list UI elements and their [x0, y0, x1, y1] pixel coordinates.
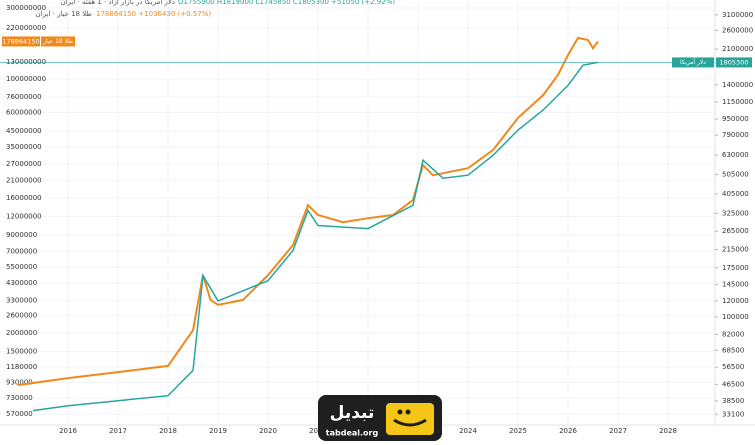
y-tick-label: 3300000 [6, 296, 37, 304]
x-tick-label: 2020 [259, 427, 277, 435]
price-tag-value: 1805300 [720, 58, 749, 66]
y2-tick-label: 325000 [722, 209, 749, 217]
price-tag [672, 57, 714, 68]
y2-tick-label: 1400000 [722, 81, 753, 89]
y2-tick-label: 505000 [722, 171, 749, 179]
y-tick-label: 5500000 [6, 263, 37, 271]
y-tick-label: 100000000 [6, 75, 46, 83]
y-tick-label: 60000000 [6, 108, 42, 116]
y-tick-label: 16000000 [6, 194, 42, 202]
price-tag [716, 57, 752, 68]
y-tick-label: 1180000 [6, 363, 37, 371]
y-tick-label: 930000 [6, 378, 33, 386]
y-tick-label: 300000000 [6, 4, 46, 12]
y-tick-label: 45000000 [6, 127, 42, 135]
y-tick-label: 21000000 [6, 176, 42, 184]
y2-tick-label: 2600000 [722, 26, 753, 34]
price-tag [2, 36, 40, 47]
y2-tick-label: 405000 [722, 190, 749, 198]
x-tick-label: 2027 [609, 427, 627, 435]
y2-tick-label: 2100000 [722, 45, 753, 53]
x-tick-label: 2024 [459, 427, 477, 435]
y2-tick-label: 120000 [722, 297, 749, 305]
legend-name: طلا 18 عیار · ایران [36, 10, 93, 18]
y2-tick-label: 100000 [722, 313, 749, 321]
logo-dot [397, 409, 403, 415]
y2-tick-label: 265000 [722, 227, 749, 235]
legend-values: O1755900 H1819000 L1745850 C1805300 +510… [178, 0, 395, 6]
y-tick-label: 12000000 [6, 213, 42, 221]
y-tick-label: 76000000 [6, 93, 42, 101]
x-tick-label: 2018 [159, 427, 177, 435]
legend-name: دلار آمریکا در بازار آزاد · 1 هفته · ایر… [60, 0, 175, 6]
y-tick-label: 1500000 [6, 347, 37, 355]
y-tick-label: 9000000 [6, 231, 37, 239]
series-line [32, 61, 599, 412]
x-tick-label: 2017 [109, 427, 127, 435]
y2-tick-label: 56500 [722, 363, 744, 371]
y2-tick-label: 950000 [722, 115, 749, 123]
x-tick-label: 2025 [509, 427, 527, 435]
y2-tick-label: 145000 [722, 280, 749, 288]
y2-tick-label: 46500 [722, 380, 744, 388]
legend-values: 178864150 +1036430 (+0.57%) [96, 10, 211, 18]
y-tick-label: 7000000 [6, 248, 37, 256]
y2-tick-label: 82000 [722, 330, 744, 338]
y-tick-label: 570000 [6, 410, 33, 418]
y2-tick-label: 790000 [722, 131, 749, 139]
price-tag-name: دلار آمریکا [680, 57, 706, 66]
y-tick-label: 730000 [6, 394, 33, 402]
x-tick-label: 2019 [209, 427, 227, 435]
y2-tick-label: 215000 [722, 246, 749, 254]
x-tick-label: 2016 [59, 427, 77, 435]
logo-dot [405, 409, 411, 415]
price-tag-value: 178864150 [2, 37, 39, 45]
y-tick-label: 2600000 [6, 312, 37, 320]
y2-tick-label: 33100 [722, 410, 744, 418]
y-tick-label: 35000000 [6, 143, 42, 151]
y-tick-label: 220000000 [6, 24, 46, 32]
y-tick-label: 2000000 [6, 329, 37, 337]
logo-smile [393, 418, 427, 427]
price-tag-name: طلا 18 عیار [42, 38, 73, 45]
logo-url: tabdeal.org [326, 429, 379, 438]
x-tick-label: 2026 [559, 427, 577, 435]
watermark: تبدیل tabdeal.org [318, 395, 442, 441]
logo-title: تبدیل [330, 403, 375, 423]
y2-tick-label: 38500 [722, 397, 744, 405]
x-tick-label: 2028 [659, 427, 677, 435]
y2-tick-label: 3100000 [722, 11, 753, 19]
y2-tick-label: 1150000 [722, 98, 753, 106]
y2-tick-label: 68500 [722, 346, 744, 354]
y-tick-label: 27000000 [6, 160, 42, 168]
logo-icon [386, 403, 434, 435]
y2-tick-label: 630000 [722, 151, 749, 159]
y2-tick-label: 175000 [722, 264, 749, 272]
y-tick-label: 4300000 [6, 279, 37, 287]
price-tag [41, 36, 75, 47]
